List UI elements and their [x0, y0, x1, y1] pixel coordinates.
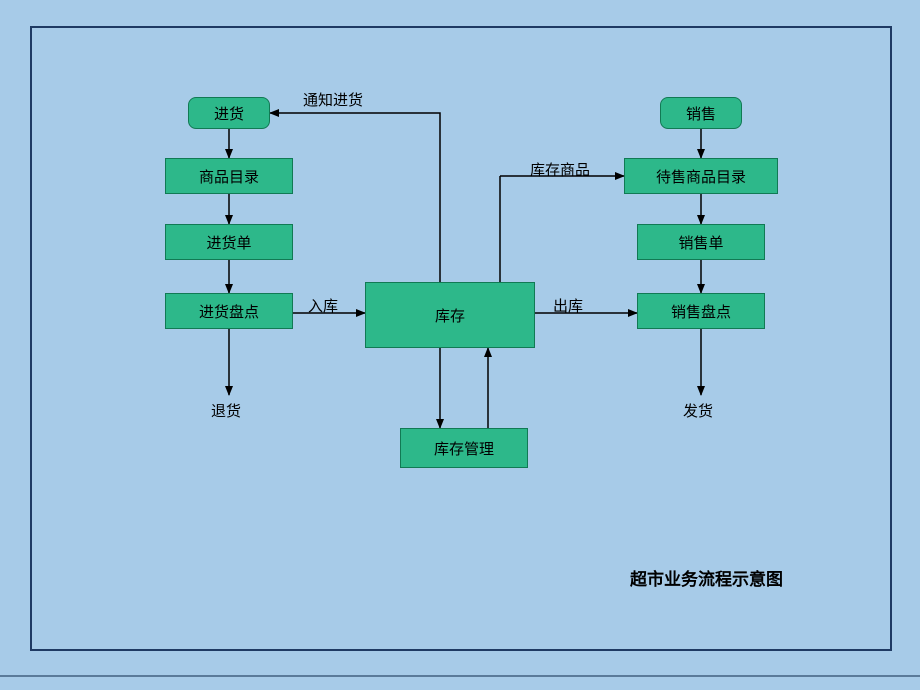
node-daishou: 待售商品目录 [624, 158, 778, 194]
node-jinhuopd: 进货盘点 [165, 293, 293, 329]
edge-label-fahuo: 发货 [683, 400, 713, 421]
diagram-title: 超市业务流程示意图 [630, 565, 783, 590]
footer-line [0, 675, 920, 677]
node-xiaoshoupd: 销售盘点 [637, 293, 765, 329]
node-shangpin_ml: 商品目录 [165, 158, 293, 194]
node-xiaoshou: 销售 [660, 97, 742, 129]
node-xiaoshoudan: 销售单 [637, 224, 765, 260]
diagram-canvas: 进货商品目录进货单进货盘点 库存库存管理 销售待售商品目录销售单销售盘点 通知进货入… [0, 0, 920, 690]
edge-label-ruku: 入库 [308, 295, 338, 316]
edge-label-tuihuo: 退货 [211, 400, 241, 421]
edge-label-chuku: 出库 [553, 295, 583, 316]
node-jinhuodan: 进货单 [165, 224, 293, 260]
edge-label-kucun_sp: 库存商品 [530, 159, 590, 180]
node-jinhuo: 进货 [188, 97, 270, 129]
node-kucun: 库存 [365, 282, 535, 348]
node-kucun_gl: 库存管理 [400, 428, 528, 468]
edge-label-tongzhi: 通知进货 [303, 89, 363, 110]
